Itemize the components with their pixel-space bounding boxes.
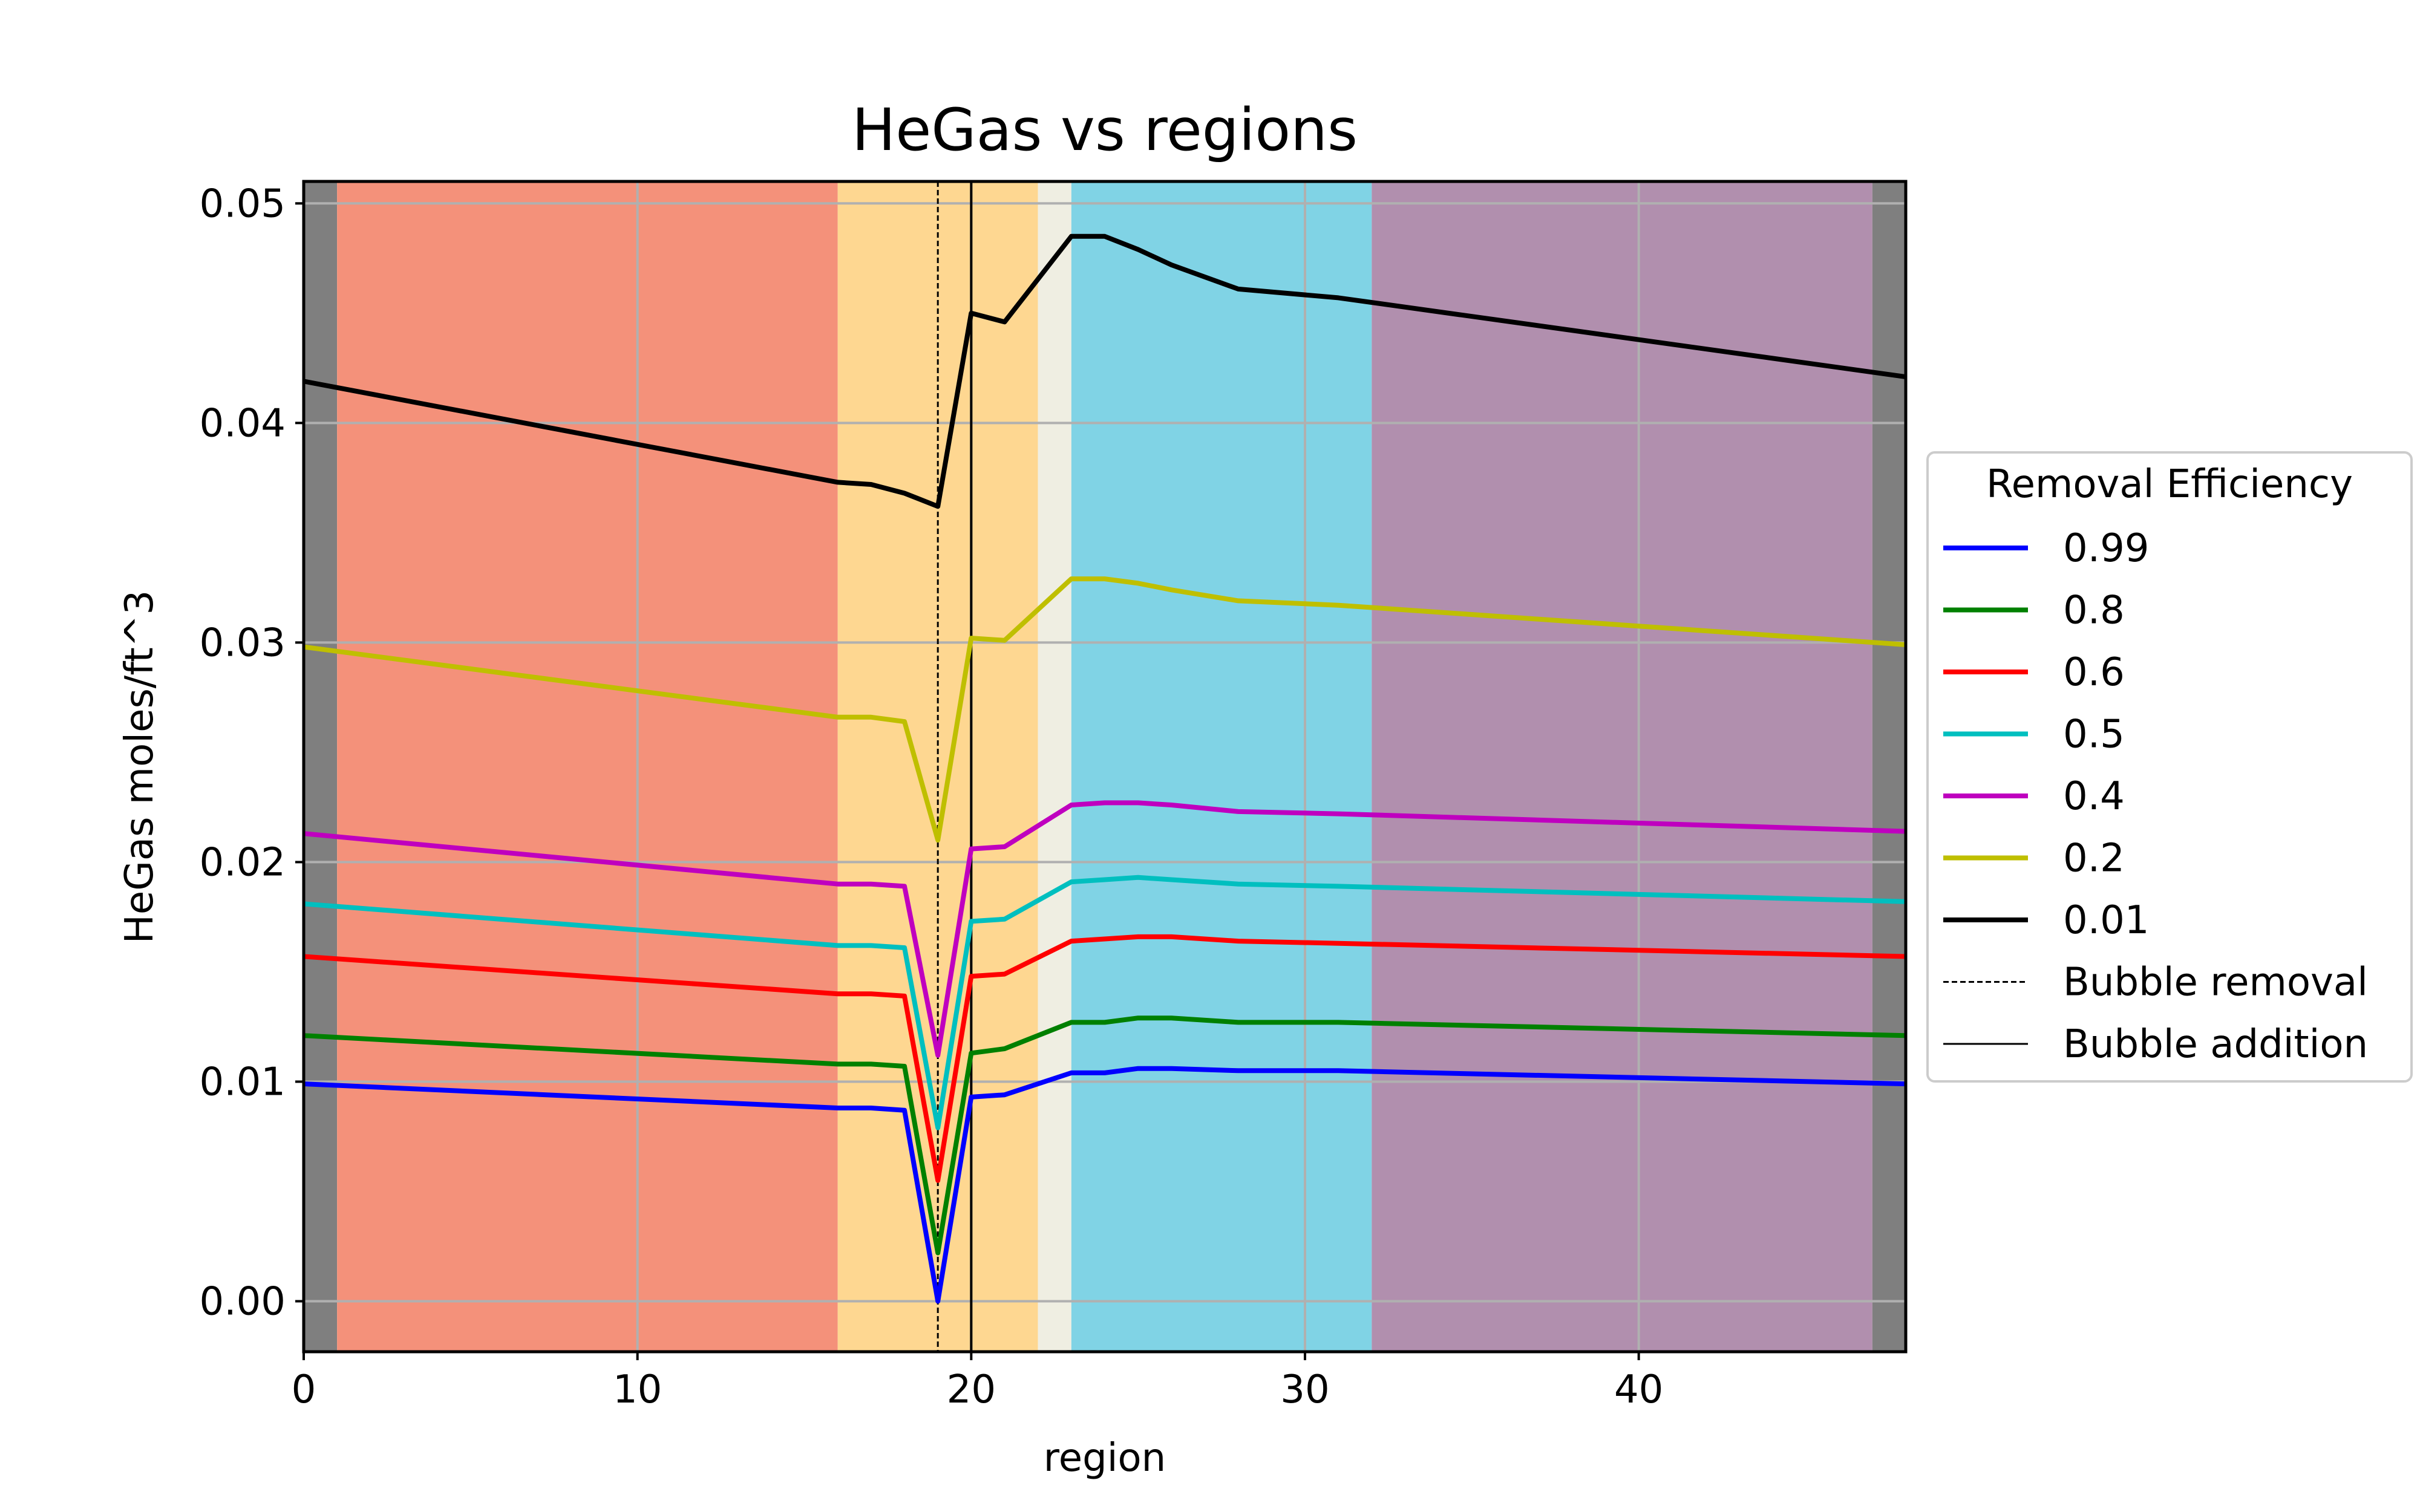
region-band-3	[1038, 181, 1071, 1352]
region-band-5	[1372, 181, 1872, 1352]
legend-box	[1926, 451, 2413, 1083]
legend: Removal Efficiency 0.990.80.60.50.40.20.…	[1926, 451, 2413, 1083]
y-tick-label: 0.00	[200, 1280, 286, 1325]
x-axis-ticks: 0 10 20 30 40	[292, 1352, 1663, 1412]
region-band-6	[1872, 181, 1906, 1352]
region-band-4	[1071, 181, 1372, 1352]
legend-items: 0.99 0.8 0.6 0.5 0.4 0.2 0.01 Bubble removal Bub…	[1943, 526, 2368, 1067]
x-tick-label: 10	[613, 1367, 662, 1412]
legend-label: 0.4	[2063, 774, 2125, 819]
legend-label: 0.01	[2063, 898, 2150, 943]
chart-title: HeGas vs regions	[852, 96, 1358, 164]
y-tick-label: 0.03	[200, 621, 286, 665]
legend-label: 0.2	[2063, 836, 2125, 881]
bubble-lines	[937, 181, 973, 1352]
legend-label: 0.8	[2063, 588, 2125, 633]
series-line-0.4	[303, 800, 1906, 1058]
legend-label: 0.99	[2063, 526, 2150, 571]
x-tick-label: 20	[947, 1367, 996, 1412]
series-line-0.2	[303, 576, 1906, 843]
region-bands	[304, 181, 1906, 1352]
y-axis-label: HeGas moles/ft^3	[117, 590, 162, 943]
y-tick-label: 0.04	[200, 401, 286, 446]
plot-frame	[302, 180, 1908, 1354]
region-band-1	[337, 181, 838, 1352]
x-tick-label: 40	[1614, 1367, 1663, 1412]
legend-label: 0.5	[2063, 712, 2125, 757]
series-line-0.01	[303, 233, 1906, 509]
y-axis-ticks: 0.00 0.01 0.02 0.03 0.04 0.05	[200, 181, 304, 1325]
series-line-0.5	[303, 875, 1906, 1130]
region-band-0	[304, 181, 338, 1352]
series-lines	[303, 233, 1906, 1304]
x-tick-label: 30	[1280, 1367, 1329, 1412]
series-line-0.8	[303, 1015, 1906, 1256]
legend-label: Bubble removal	[2063, 960, 2368, 1005]
y-tick-label: 0.05	[200, 181, 286, 226]
legend-label: Bubble addition	[2063, 1022, 2368, 1067]
gridlines	[302, 181, 1906, 1352]
y-tick-label: 0.01	[200, 1060, 286, 1104]
x-tick-label: 0	[292, 1367, 316, 1412]
legend-title: Removal Efficiency	[1986, 462, 2353, 507]
x-axis-label: region	[1044, 1436, 1166, 1481]
series-line-0.6	[303, 934, 1906, 1183]
y-tick-label: 0.02	[200, 840, 286, 885]
legend-label: 0.6	[2063, 650, 2125, 695]
series-line-0.99	[303, 1066, 1906, 1304]
